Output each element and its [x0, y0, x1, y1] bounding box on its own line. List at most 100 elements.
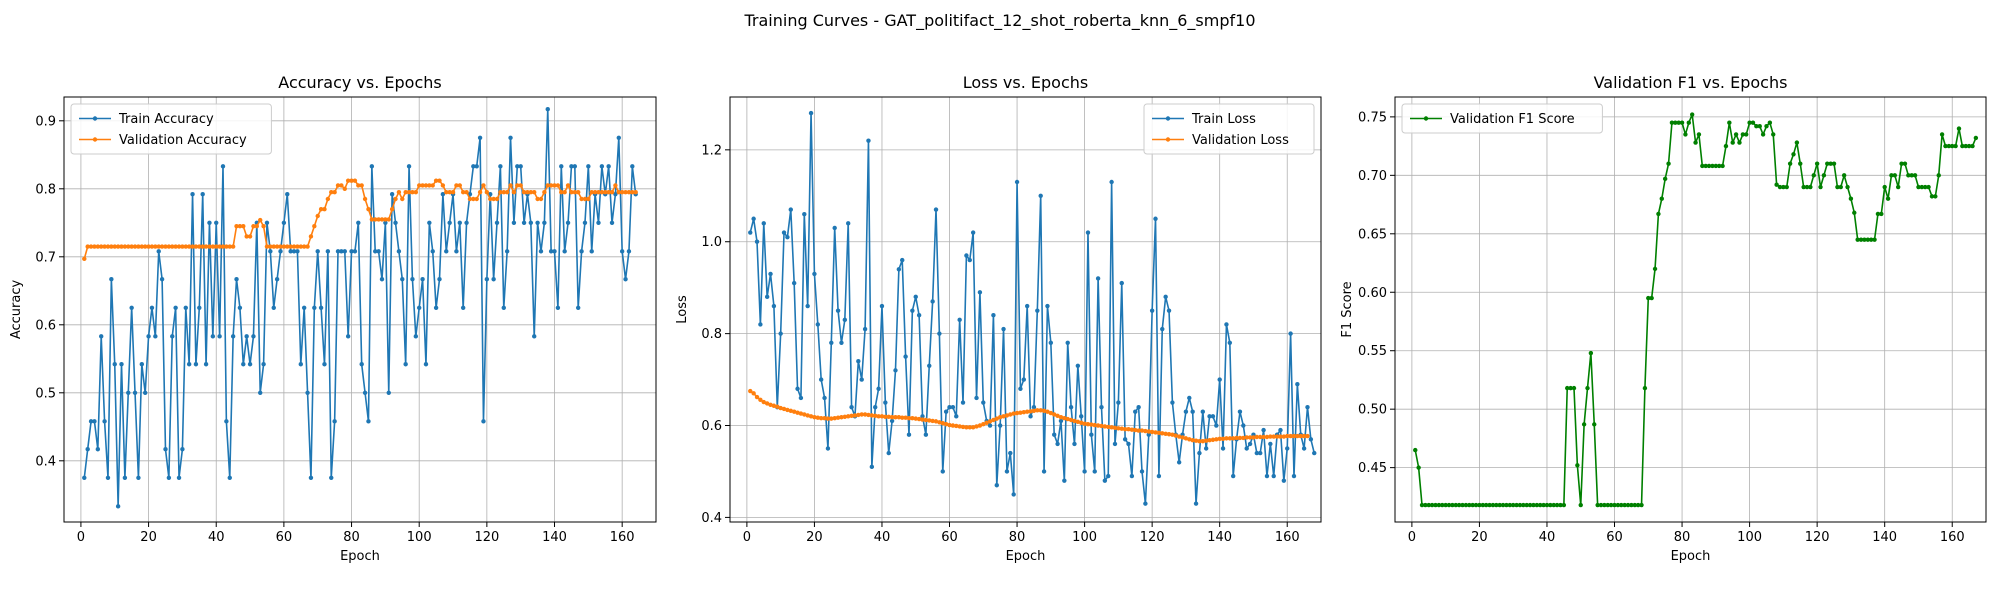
legend-label: Train Accuracy: [118, 112, 214, 127]
data-point: [1433, 502, 1438, 508]
data-point: [1041, 408, 1047, 414]
data-point: [153, 244, 158, 249]
data-point: [322, 362, 327, 367]
data-point: [170, 244, 175, 249]
data-point: [1953, 143, 1958, 149]
data-point: [569, 164, 574, 169]
data-point: [1581, 422, 1587, 427]
data-point: [1956, 126, 1962, 131]
data-point: [1008, 450, 1013, 456]
data-point: [545, 183, 550, 188]
data-point: [1973, 135, 1979, 141]
data-point: [1767, 120, 1773, 125]
data-point: [504, 249, 510, 254]
data-point: [839, 415, 844, 420]
data-point: [501, 190, 506, 195]
data-point: [1605, 502, 1610, 508]
legend-marker: [1423, 116, 1429, 121]
data-point: [1295, 381, 1300, 387]
data-point: [1187, 395, 1192, 401]
data-point: [761, 399, 766, 405]
data-point: [308, 475, 314, 480]
data-point: [1926, 184, 1931, 190]
data-point: [815, 322, 821, 327]
data-point: [149, 305, 155, 310]
data-point: [1865, 237, 1871, 242]
data-point: [582, 220, 588, 225]
data-point: [376, 249, 381, 254]
data-point: [633, 190, 638, 195]
data-point: [85, 447, 90, 452]
data-point: [95, 447, 101, 452]
panel-title: Accuracy vs. Epochs: [278, 73, 441, 92]
data-point: [920, 414, 925, 419]
legend-marker: [1165, 116, 1171, 121]
y-tick-label: 0.5: [35, 386, 56, 401]
data-point: [791, 409, 797, 414]
y-axis-label: F1 Score: [1340, 281, 1355, 337]
data-point: [1764, 124, 1769, 129]
data-point: [1264, 434, 1270, 440]
x-tick-label: 140: [1207, 530, 1232, 545]
data-point: [950, 423, 956, 428]
data-point: [379, 217, 385, 222]
data-point: [1052, 432, 1057, 437]
data-point: [193, 244, 199, 249]
data-point: [1166, 308, 1172, 313]
data-point: [525, 190, 530, 195]
data-point: [298, 362, 303, 367]
data-point: [1190, 409, 1195, 414]
data-point: [1592, 422, 1597, 427]
data-point: [1160, 431, 1165, 436]
data-point: [987, 423, 993, 428]
data-point: [805, 413, 810, 418]
data-point: [1112, 425, 1118, 431]
data-point: [812, 415, 817, 420]
data-point: [1200, 409, 1206, 414]
data-point: [808, 414, 814, 419]
data-point: [764, 294, 770, 300]
legend: Train Accuracy Validation Accuracy: [70, 103, 272, 155]
data-point: [386, 217, 391, 222]
data-point: [122, 244, 128, 249]
data-point: [1700, 163, 1705, 169]
data-point: [1153, 430, 1158, 435]
data-point: [619, 249, 625, 254]
data-point: [1480, 502, 1486, 508]
data-point: [1247, 435, 1253, 440]
data-point: [1781, 184, 1786, 190]
data-point: [156, 249, 161, 254]
axes-frame: [63, 96, 657, 523]
data-point: [491, 277, 496, 282]
data-point: [1227, 340, 1233, 346]
data-point: [555, 305, 561, 310]
data-point: [1079, 420, 1084, 425]
data-point: [771, 403, 777, 408]
y-axis-label: Loss: [675, 295, 690, 324]
data-point: [176, 475, 182, 480]
data-point: [214, 244, 219, 249]
data-point: [849, 404, 854, 410]
data-point: [85, 244, 90, 249]
legend: Validation F1 Score: [1401, 103, 1603, 134]
data-point: [906, 432, 912, 437]
data-point: [869, 413, 875, 418]
data-point: [518, 164, 523, 169]
data-point: [619, 190, 625, 195]
data-point: [937, 420, 942, 425]
data-point: [1933, 194, 1938, 199]
data-point: [1062, 415, 1067, 421]
data-point: [548, 183, 554, 188]
data-point: [903, 415, 908, 420]
data-point: [1497, 502, 1502, 508]
data-point: [410, 277, 415, 282]
data-point: [420, 277, 425, 282]
data-point: [163, 447, 168, 452]
data-point: [1133, 409, 1138, 414]
data-point: [981, 421, 986, 427]
data-point: [1629, 502, 1634, 508]
data-point: [308, 234, 314, 239]
data-point: [149, 244, 155, 249]
panel-title: Validation F1 vs. Epochs: [1594, 73, 1788, 92]
data-point: [1207, 414, 1212, 419]
